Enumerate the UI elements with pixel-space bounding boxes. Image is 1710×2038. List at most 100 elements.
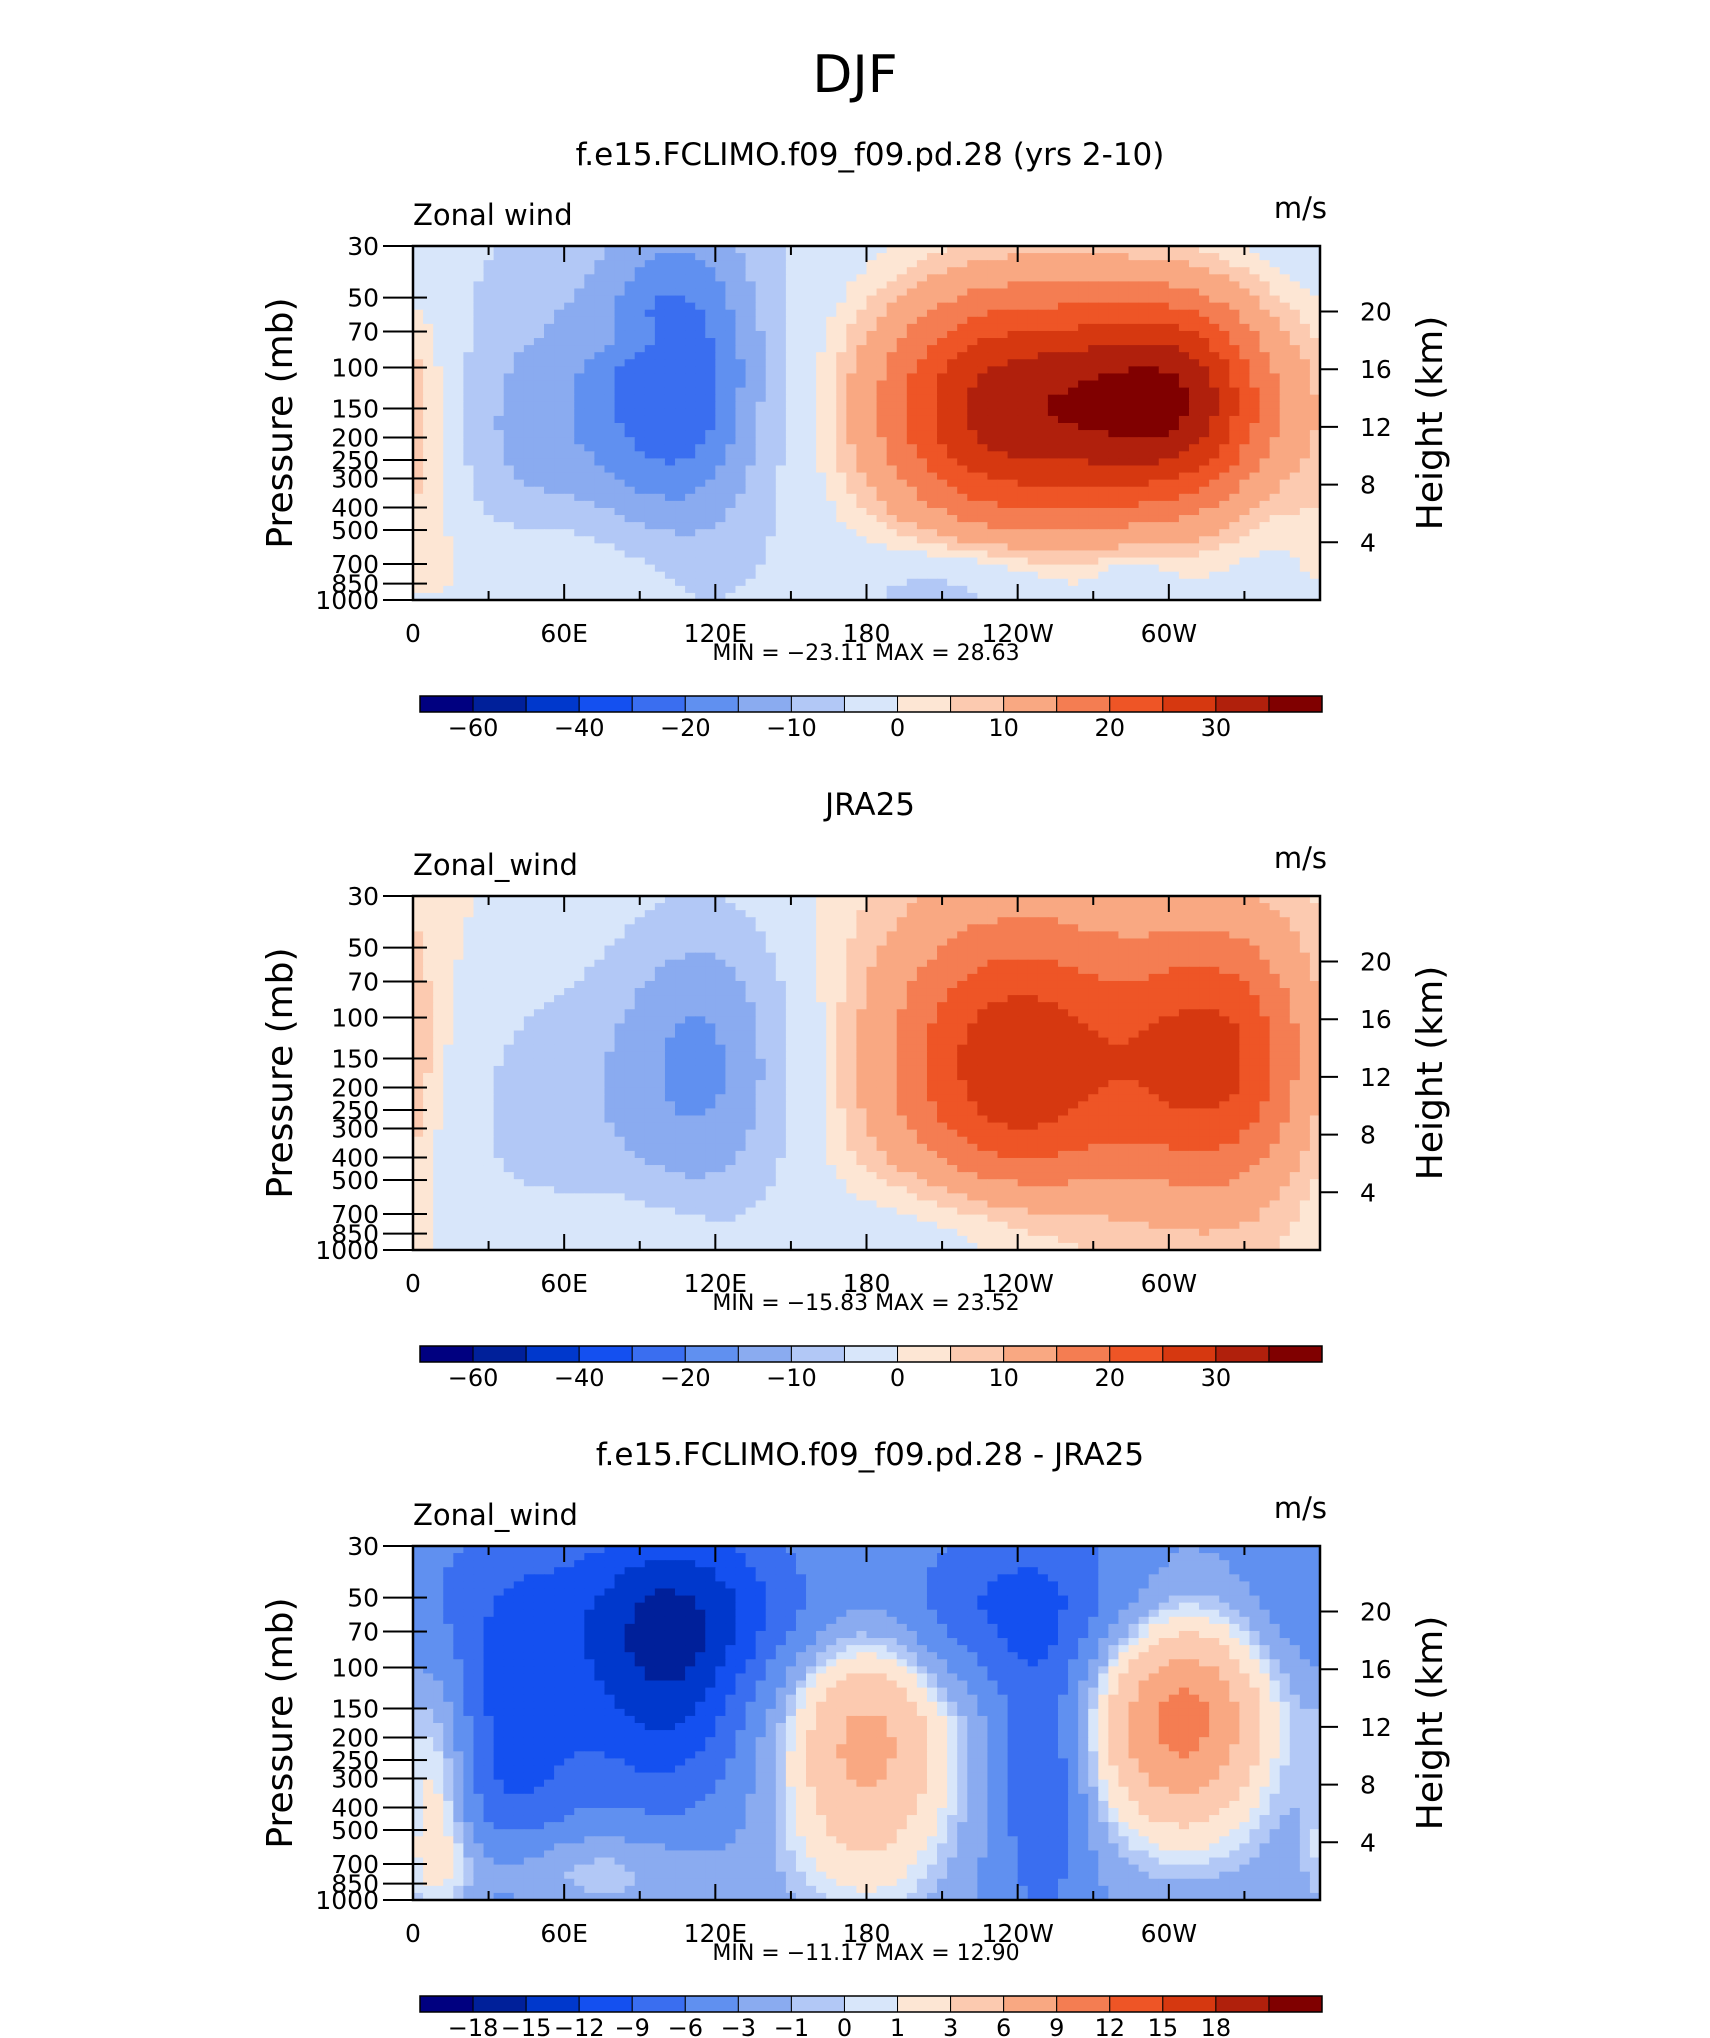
field-cell	[725, 415, 737, 424]
field-cell	[1128, 387, 1140, 396]
field-cell	[574, 401, 585, 410]
field-cell	[967, 366, 978, 375]
field-cell	[564, 437, 575, 445]
field-cell	[735, 295, 747, 304]
field-cell	[483, 281, 495, 290]
field-cell	[1299, 267, 1311, 275]
field-cell	[886, 295, 898, 304]
field-cell	[1068, 543, 1079, 552]
field-cell	[1229, 444, 1240, 452]
field-cell	[997, 564, 1009, 573]
field-cell	[614, 910, 626, 918]
field-cell	[423, 309, 434, 318]
field-cell	[1279, 295, 1291, 304]
field-cell	[513, 352, 525, 360]
field-cell	[987, 387, 999, 396]
field-cell	[523, 479, 535, 488]
field-cell	[1017, 896, 1029, 904]
field-cell	[624, 253, 636, 261]
field-cell	[856, 345, 868, 353]
field-cell	[1078, 423, 1089, 431]
field-cell	[785, 543, 797, 552]
field-cell	[1299, 415, 1311, 424]
field-cell	[564, 571, 575, 580]
field-cell	[614, 246, 626, 254]
field-cell	[1118, 302, 1130, 311]
field-cell	[1078, 486, 1089, 495]
field-cell	[594, 515, 606, 523]
field-cell	[664, 394, 676, 403]
field-cell	[1178, 444, 1190, 452]
field-cell	[463, 380, 475, 389]
field-cell	[1138, 515, 1150, 523]
field-cell	[685, 345, 696, 353]
field-cell	[1178, 451, 1190, 459]
field-cell	[745, 564, 757, 573]
field-cell	[856, 408, 868, 417]
field-cell	[685, 288, 696, 297]
field-cell	[443, 387, 454, 396]
field-cell	[1027, 401, 1039, 410]
field-cell	[1249, 401, 1261, 410]
field-cell	[816, 267, 827, 275]
field-cell	[997, 465, 1009, 474]
field-cell	[443, 430, 454, 438]
field-cell	[1178, 330, 1190, 339]
field-cell	[654, 437, 666, 445]
field-cell	[493, 316, 505, 325]
field-cell	[1259, 500, 1271, 509]
field-cell	[685, 500, 696, 509]
field-cell	[503, 288, 515, 297]
field-cell	[705, 458, 716, 467]
field-cell	[765, 352, 777, 360]
field-cell	[725, 493, 737, 502]
field-cell	[1128, 507, 1140, 516]
field-cell	[675, 458, 686, 467]
field-cell	[775, 253, 787, 261]
field-cell	[544, 444, 555, 452]
field-cell	[1017, 465, 1029, 474]
field-cell	[533, 323, 545, 332]
field-cell	[1279, 260, 1291, 268]
field-cell	[745, 543, 757, 552]
field-cell	[926, 430, 938, 438]
field-cell	[816, 592, 827, 600]
field-cell	[604, 316, 616, 325]
field-cell	[1118, 373, 1130, 382]
field-cell	[775, 330, 787, 339]
field-cell	[654, 387, 666, 396]
field-cell	[453, 924, 464, 932]
field-cell	[614, 896, 626, 904]
field-cell	[443, 345, 454, 353]
field-cell	[433, 246, 444, 254]
field-cell	[1168, 529, 1180, 537]
field-cell	[544, 352, 555, 360]
field-cell	[1188, 903, 1200, 911]
field-cell	[795, 578, 807, 587]
field-cell	[644, 430, 656, 438]
field-cell	[1199, 380, 1210, 389]
field-cell	[765, 330, 777, 339]
field-cell	[1068, 437, 1079, 445]
field-cell	[574, 571, 585, 580]
field-cell	[856, 522, 868, 530]
field-cell	[1047, 330, 1059, 339]
field-cell	[1128, 515, 1140, 523]
field-cell	[584, 281, 595, 290]
field-cell	[775, 522, 787, 530]
field-cell	[1178, 380, 1190, 389]
field-cell	[977, 394, 989, 403]
field-cell	[544, 359, 555, 367]
field-cell	[1229, 437, 1240, 445]
field-cell	[967, 295, 978, 304]
field-cell	[916, 592, 928, 600]
field-cell	[604, 564, 616, 573]
field-cell	[1078, 896, 1089, 904]
field-cell	[503, 444, 515, 452]
field-cell	[523, 592, 535, 600]
field-cell	[1249, 415, 1261, 424]
field-cell	[1239, 479, 1251, 488]
field-cell	[937, 415, 948, 424]
field-cell	[1209, 917, 1220, 925]
field-cell	[806, 557, 817, 566]
